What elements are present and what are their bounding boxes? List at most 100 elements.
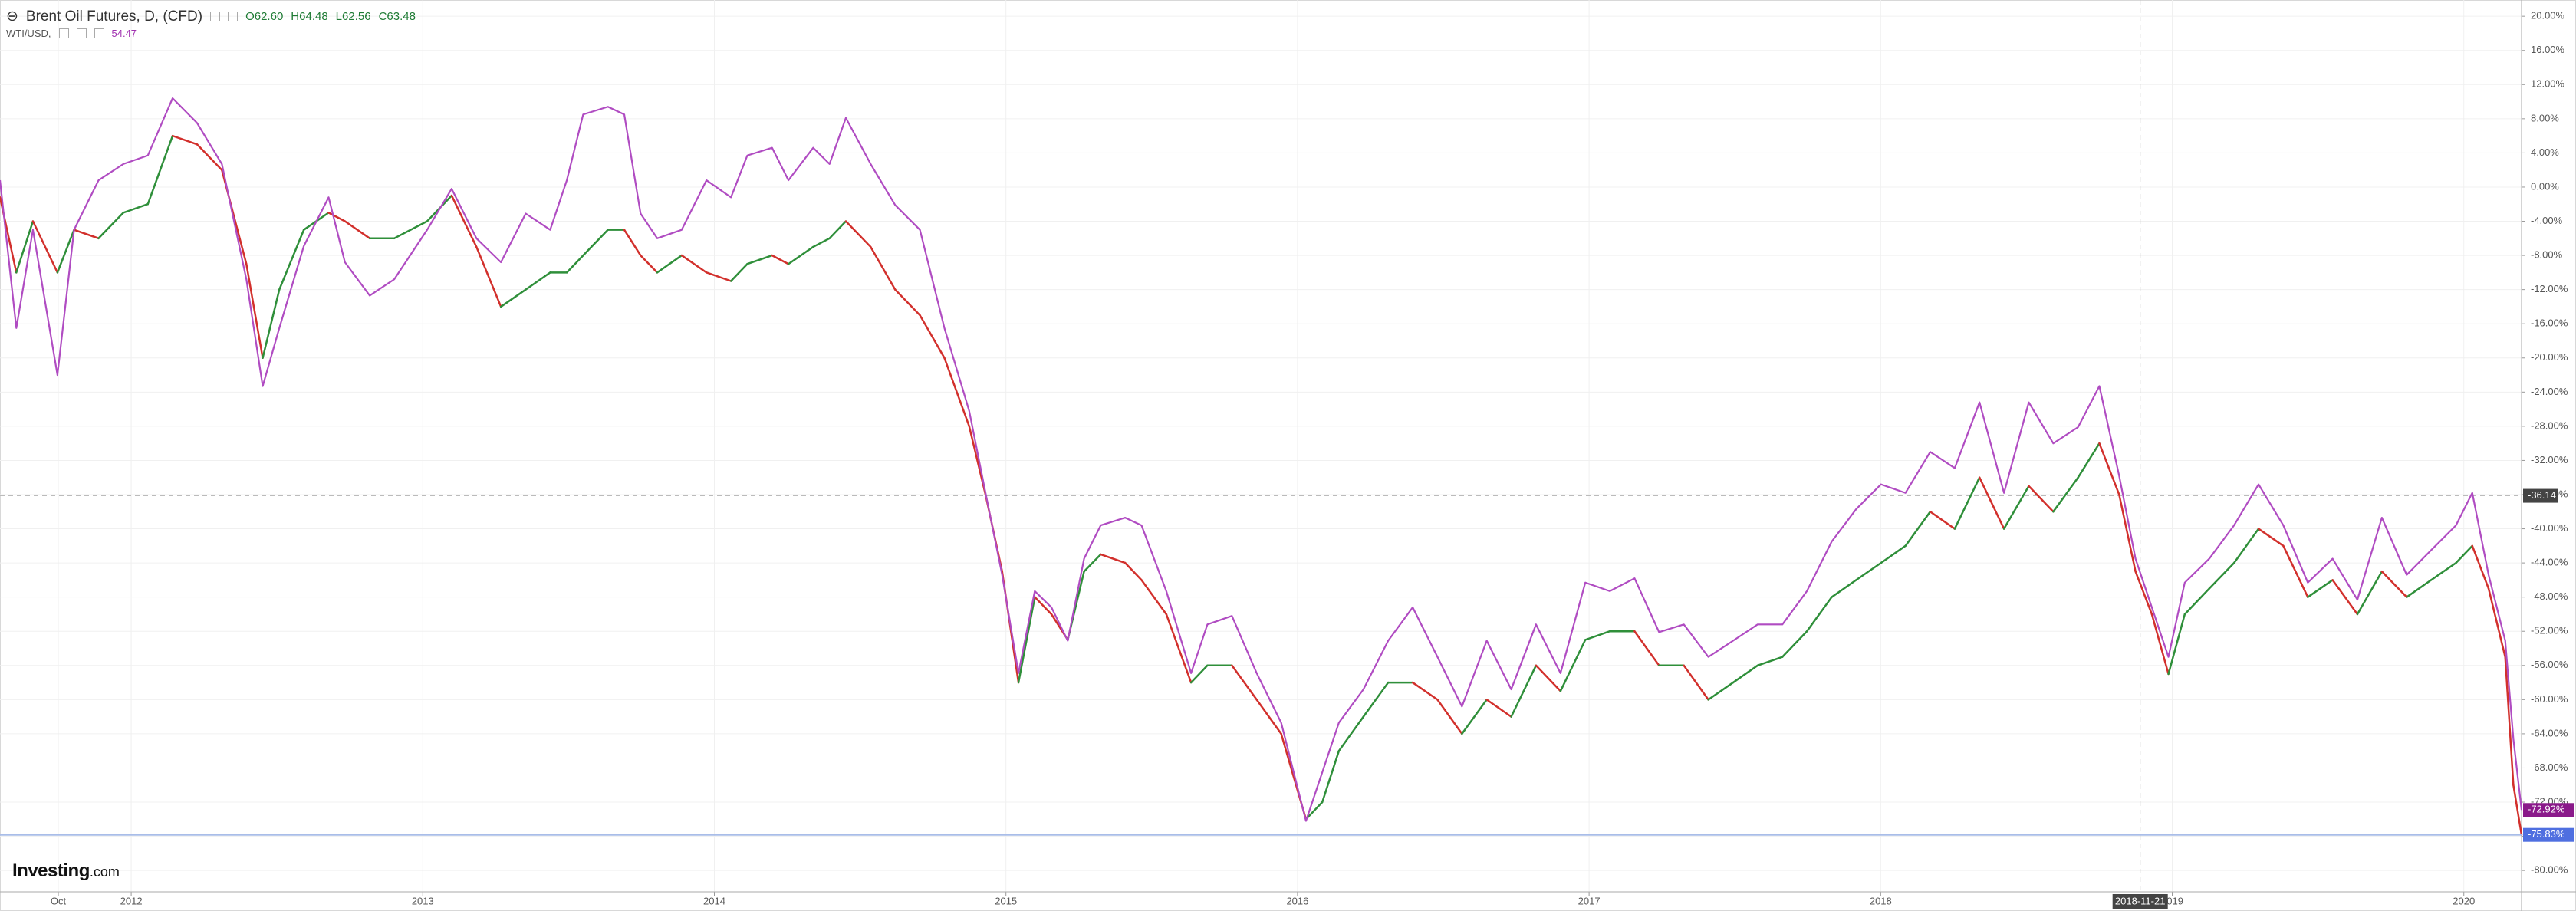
price-segment <box>1485 699 1512 718</box>
price-segment <box>1535 664 1562 692</box>
logo: Investing.com <box>12 860 120 882</box>
settings-icon[interactable] <box>210 12 221 21</box>
price-segment <box>2208 561 2235 590</box>
price-segment <box>746 254 774 265</box>
y-tick-label: -56.00% <box>2531 659 2568 670</box>
price-segment <box>2405 579 2433 598</box>
y-tick-label: -32.00% <box>2531 454 2568 465</box>
y-tick-label: -20.00% <box>2531 351 2568 363</box>
price-segment <box>2002 485 2030 530</box>
x-tick-label: 2020 <box>2453 895 2475 906</box>
y-tick-label: -24.00% <box>2531 386 2568 397</box>
price-segment <box>844 220 872 248</box>
price-segment <box>2380 571 2408 598</box>
price-segment <box>2455 544 2473 564</box>
x-tick-label: 2015 <box>995 895 1017 906</box>
close-icon[interactable] <box>94 28 104 38</box>
y-tick-label: -80.00% <box>2531 864 2568 876</box>
price-segment <box>2167 613 2186 676</box>
price-segment <box>171 134 199 146</box>
price-segment <box>2471 544 2490 590</box>
price-segment <box>2512 784 2523 836</box>
price-segment <box>73 229 100 240</box>
y-tick-label: 0.00% <box>2531 180 2559 192</box>
price-segment <box>1953 476 1981 530</box>
price-segment <box>729 262 748 282</box>
price-segment <box>31 220 59 274</box>
price-segment <box>812 237 831 248</box>
series-name[interactable]: Brent Oil Futures, D, (CFD) <box>25 8 203 25</box>
y-tick-label: 12.00% <box>2531 78 2565 90</box>
price-segment <box>1855 561 1882 581</box>
price-segment <box>2430 561 2457 581</box>
price-segment <box>2118 493 2137 573</box>
price-segment <box>1034 596 1053 616</box>
hide-icon[interactable] <box>58 28 69 38</box>
price-segment <box>1100 553 1127 564</box>
price-segment <box>2331 579 2359 616</box>
series-name[interactable]: WTI/USD, <box>6 28 51 39</box>
y-tick-label: -12.00% <box>2531 283 2568 294</box>
ohlc-low: L62.56 <box>335 10 371 23</box>
price-segment <box>1124 561 1143 581</box>
main-legend: ⊖ Brent Oil Futures, D, (CFD) O62.60 H64… <box>6 8 416 25</box>
settings-icon[interactable] <box>76 28 87 38</box>
y-tick-label: -44.00% <box>2531 557 2568 568</box>
y-tick-label: -60.00% <box>2531 693 2568 705</box>
price-segment <box>56 229 75 274</box>
price-segment <box>499 288 527 308</box>
price-segment <box>278 229 305 291</box>
price-segment <box>2232 528 2260 564</box>
price-segment <box>943 357 971 428</box>
logo-suffix: .com <box>89 864 120 880</box>
price-segment <box>771 254 790 265</box>
price-segment <box>787 245 814 265</box>
price-segment <box>656 254 683 274</box>
price-segment <box>1683 664 1709 701</box>
compare-line <box>0 97 2523 822</box>
price-segment <box>146 134 174 206</box>
price-segment <box>1140 579 1168 616</box>
y-tick-label: -40.00% <box>2531 522 2568 534</box>
price-segment <box>262 288 281 360</box>
y-tick-label: 8.00% <box>2531 112 2559 123</box>
y-tick-label: -68.00% <box>2531 761 2568 773</box>
y-tick-label: -52.00% <box>2531 625 2568 636</box>
collapse-icon[interactable]: ⊖ <box>6 8 18 25</box>
price-segment <box>1904 511 1932 548</box>
price-segment <box>1831 579 1857 598</box>
price-segment <box>1929 511 1956 530</box>
price-segment <box>196 143 223 171</box>
x-tick-label: 2016 <box>1286 895 1308 906</box>
price-segment <box>893 288 921 317</box>
price-segment <box>1189 664 1209 684</box>
price-segment <box>705 271 732 282</box>
price-badge-label: -72.92% <box>2528 804 2565 815</box>
close-icon[interactable] <box>228 12 239 21</box>
price-segment <box>97 212 125 240</box>
price-segment <box>1461 699 1488 735</box>
y-tick-label: -8.00% <box>2531 249 2563 261</box>
price-segment <box>327 212 347 222</box>
ohlc-open: O62.60 <box>245 10 284 23</box>
price-segment <box>1165 613 1193 684</box>
y-tick-label: -16.00% <box>2531 317 2568 329</box>
x-tick-label: 2018 <box>1870 895 1892 906</box>
price-segment <box>919 314 946 360</box>
price-segment <box>1559 639 1587 692</box>
price-segment <box>1231 664 1258 701</box>
crosshair-y-label: -36.14 <box>2528 489 2556 501</box>
y-tick-label: 20.00% <box>2531 10 2565 21</box>
price-segment <box>450 194 478 248</box>
price-segment <box>1510 664 1538 718</box>
crosshair-x-badge <box>2112 894 2168 909</box>
price-segment <box>245 262 264 360</box>
price-segment <box>2077 442 2101 479</box>
price-segment <box>2150 613 2170 676</box>
price-segment <box>1707 681 1735 701</box>
price-segment <box>1017 596 1036 684</box>
logo-word: Investing <box>12 860 90 881</box>
x-tick-label: 2013 <box>412 895 434 906</box>
